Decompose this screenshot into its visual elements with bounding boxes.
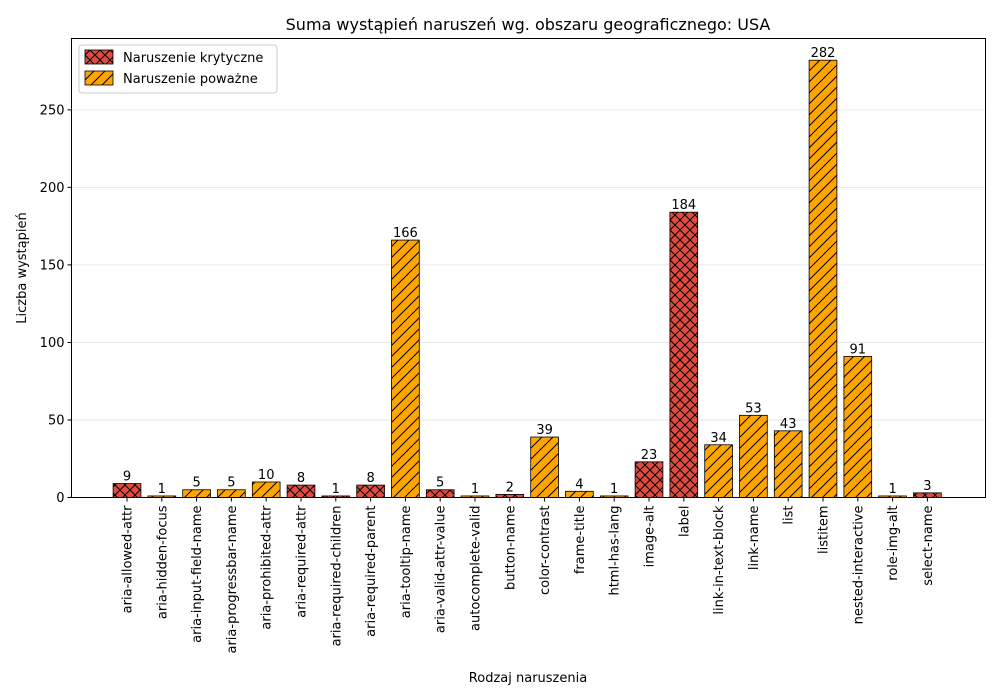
x-tick-label: aria-hidden-focus [155, 505, 170, 619]
legend-frame [78, 44, 278, 94]
x-tick-label: link-in-text-block [712, 505, 727, 615]
x-tick-label: aria-allowed-attr [121, 505, 136, 613]
bar-value-label: 1 [610, 482, 618, 497]
x-tick-label: aria-progressbar-name [225, 506, 240, 654]
bar-value-label: 1 [332, 482, 340, 497]
bar-hatch [530, 436, 559, 498]
bar-value-label: 5 [192, 476, 200, 491]
bar-value-label: 8 [297, 471, 305, 486]
legend-hatch-critical [84, 49, 114, 65]
x-tick-label: select-name [921, 506, 936, 586]
x-tick-label: role-img-alt [886, 506, 901, 581]
bar-hatch [843, 355, 873, 498]
y-tick-label: 0 [56, 491, 64, 506]
x-tick-label: label [677, 506, 692, 537]
bar-value-label: 53 [745, 401, 762, 416]
x-tick-label: aria-valid-attr-value [434, 506, 449, 634]
bar-hatch [669, 211, 699, 498]
x-tick-label: image-alt [643, 506, 658, 568]
bar-hatch [356, 484, 385, 498]
x-axis-label: Rodzaj naruszenia [469, 671, 587, 686]
chart-title: Suma wystąpień naruszeń wg. obszaru geog… [286, 15, 771, 34]
x-tick-label: aria-prohibited-attr [260, 505, 275, 630]
bar-hatch [391, 239, 420, 498]
bar-hatch [112, 483, 142, 498]
bar-value-label: 1 [158, 482, 166, 497]
x-tick-label: nested-interactive [851, 506, 866, 625]
bar-value-label: 184 [671, 198, 696, 213]
x-tick-label: aria-tooltip-name [399, 506, 414, 619]
bar-value-label: 1 [888, 482, 896, 497]
bar-value-label: 3 [923, 479, 931, 494]
bar-hatch [251, 481, 281, 498]
bar-value-label: 43 [780, 417, 797, 432]
bar-value-label: 2 [506, 480, 514, 495]
bar-value-label: 10 [258, 468, 275, 483]
legend-label-serious: Naruszenie poważne [123, 72, 258, 87]
bar-hatch [704, 444, 733, 498]
bar-value-label: 34 [710, 431, 727, 446]
bar-hatch [425, 489, 455, 498]
x-axis: aria-allowed-attr aria-hidden-focus aria-i… [121, 497, 936, 654]
y-tick-label: 200 [40, 181, 65, 196]
bar-hatch [773, 430, 803, 498]
bar-value-label: 91 [850, 342, 867, 357]
bar-hatch [217, 489, 246, 498]
bar-value-label: 39 [536, 423, 553, 438]
x-tick-label: aria-input-field-name [190, 506, 205, 643]
bar-value-label: 5 [436, 476, 444, 491]
x-tick-label: aria-required-attr [295, 505, 310, 618]
legend-hatch-serious [84, 70, 114, 86]
y-axis: 0 50 100 150 200 250 [40, 103, 72, 506]
bar-value-label: 166 [393, 226, 418, 241]
legend: Naruszenie krytyczne Naruszenie poważne [78, 44, 278, 94]
x-tick-label: button-name [503, 505, 518, 589]
y-tick-label: 50 [48, 413, 65, 428]
x-tick-label: aria-required-children [329, 506, 344, 647]
x-tick-label: list [782, 506, 797, 525]
x-tick-label: html-has-lang [608, 506, 623, 596]
y-tick-label: 100 [40, 336, 65, 351]
bar-value-label: 23 [641, 448, 658, 463]
bar-hatch [808, 59, 838, 498]
legend-label-critical: Naruszenie krytyczne [123, 51, 263, 66]
x-tick-label: frame-title [573, 505, 588, 574]
bar-hatch [182, 489, 211, 498]
bar-value-label: 1 [471, 482, 479, 497]
bar-value-label: 8 [366, 471, 374, 486]
x-tick-label: color-contrast [538, 506, 553, 596]
bar-value-label: 4 [575, 477, 583, 492]
bars [112, 59, 942, 498]
x-tick-label: link-name [747, 506, 762, 571]
bar-hatch [634, 461, 664, 498]
bar-value-label: 9 [123, 470, 131, 485]
plot-frame [71, 38, 986, 498]
y-tick-label: 150 [40, 258, 65, 273]
y-tick-label: 250 [40, 103, 65, 118]
bar-value-label: 5 [227, 476, 235, 491]
x-tick-label: autocomplete-valid [469, 506, 484, 631]
y-axis-label: Liczba wystąpień [15, 212, 30, 323]
bar-hatch [286, 484, 316, 498]
bar-value-label: 282 [811, 46, 836, 61]
bar-hatch [739, 414, 768, 498]
x-tick-label: listitem [817, 506, 832, 554]
x-tick-label: aria-required-parent [364, 506, 379, 637]
